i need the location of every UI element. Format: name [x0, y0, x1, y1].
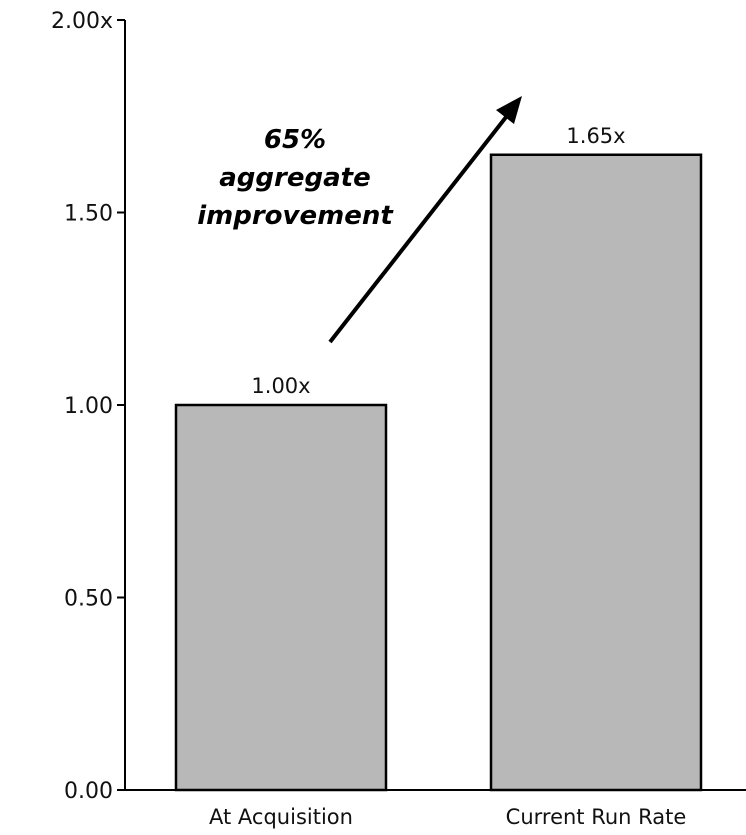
y-tick-label: 1.00	[64, 394, 113, 419]
x-category-label: Current Run Rate	[506, 805, 687, 829]
bar	[489, 153, 703, 792]
annotation-arrowhead	[496, 96, 522, 124]
annotation-line-2: aggregate	[219, 163, 370, 193]
y-tick-label: 0.50	[64, 587, 113, 612]
annotation: 65% aggregate improvement	[197, 96, 522, 344]
x-axis: At Acquisition Current Run Rate	[125, 789, 746, 829]
data-label: 1.00x	[251, 374, 310, 398]
y-tick-label: 1.50	[64, 202, 113, 227]
x-category-label: At Acquisition	[209, 805, 353, 829]
y-tick-label: 2.00x	[51, 9, 113, 34]
annotation-line-1: 65%	[264, 125, 326, 155]
y-tick-label: 0.00	[64, 779, 113, 804]
bars: 1.00x 1.65x	[174, 124, 703, 792]
data-label: 1.65x	[566, 124, 625, 148]
annotation-line-3: improvement	[197, 201, 394, 231]
annotation-arrow	[328, 110, 512, 344]
bar	[174, 403, 388, 792]
y-axis: 0.00 0.50 1.00 1.50 2.00x	[51, 9, 126, 804]
